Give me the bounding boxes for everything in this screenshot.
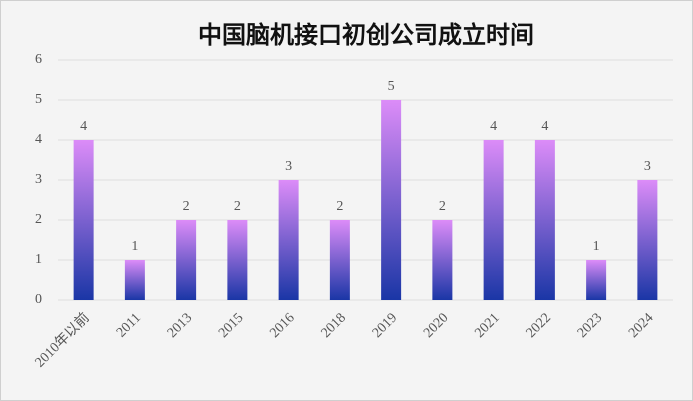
data-label: 2 bbox=[234, 199, 241, 214]
bar bbox=[124, 260, 145, 300]
bar bbox=[329, 220, 350, 300]
bar bbox=[586, 260, 607, 300]
data-label: 1 bbox=[593, 239, 600, 254]
y-tick-label: 2 bbox=[35, 212, 42, 227]
bar bbox=[432, 220, 453, 300]
data-label: 5 bbox=[388, 79, 395, 94]
bar bbox=[227, 220, 248, 300]
chart-title: 中国脑机接口初创公司成立时间 bbox=[198, 21, 534, 49]
data-label: 1 bbox=[131, 239, 138, 254]
data-label: 2 bbox=[183, 199, 190, 214]
data-label: 3 bbox=[285, 159, 292, 174]
bar bbox=[278, 180, 299, 300]
data-label: 3 bbox=[644, 159, 651, 174]
bar bbox=[637, 180, 658, 300]
data-label: 4 bbox=[490, 119, 497, 134]
y-tick-label: 6 bbox=[35, 52, 42, 67]
bar bbox=[73, 140, 94, 300]
bar bbox=[483, 140, 504, 300]
y-tick-label: 1 bbox=[35, 252, 42, 267]
y-tick-label: 4 bbox=[35, 132, 42, 147]
y-tick-label: 3 bbox=[35, 172, 42, 187]
data-label: 2 bbox=[336, 199, 343, 214]
data-label: 2 bbox=[439, 199, 446, 214]
bar bbox=[176, 220, 197, 300]
data-label: 4 bbox=[541, 119, 548, 134]
data-label: 4 bbox=[80, 119, 87, 134]
y-tick-label: 0 bbox=[35, 292, 42, 307]
bar bbox=[381, 100, 402, 300]
bar bbox=[534, 140, 555, 300]
y-tick-label: 5 bbox=[35, 92, 42, 107]
